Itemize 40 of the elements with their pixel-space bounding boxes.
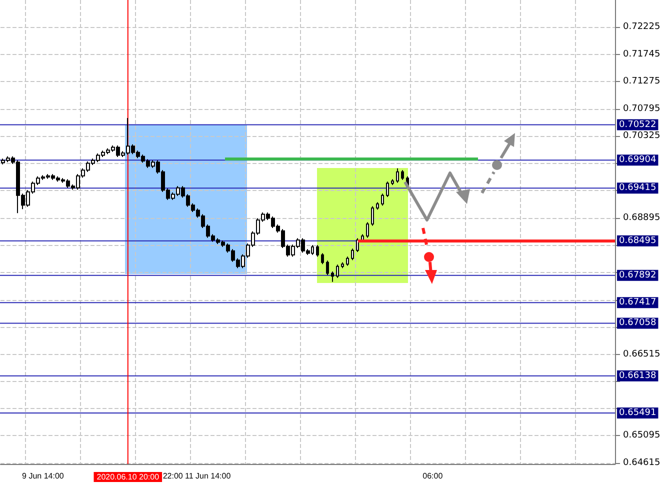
candlestick xyxy=(371,206,374,226)
candlestick xyxy=(321,252,324,265)
candlestick xyxy=(381,193,384,206)
ref-line-label: 0.66138 xyxy=(619,370,656,381)
ref-line-label: 0.70522 xyxy=(619,120,656,130)
y-tick-label: 0.72225 xyxy=(623,22,660,32)
ref-line-label: 0.67417 xyxy=(619,298,656,308)
ref-line-label: 0.67892 xyxy=(619,270,656,280)
y-tick-label: 0.70795 xyxy=(623,104,660,114)
candlestick xyxy=(331,271,334,282)
candlestick xyxy=(376,202,379,210)
candlestick xyxy=(401,170,404,180)
candlestick xyxy=(396,168,399,184)
candlestick xyxy=(351,248,354,261)
candlestick xyxy=(391,178,394,186)
candlestick xyxy=(326,260,329,276)
x-tick-label: 2020.06.10 20:00 xyxy=(96,472,160,482)
candlestick xyxy=(336,264,339,278)
y-tick-label: 0.65095 xyxy=(623,430,660,441)
x-tick-label: 22:00 xyxy=(162,472,184,480)
ref-line-label: 0.69415 xyxy=(619,183,656,194)
y-tick-label: 0.68895 xyxy=(623,212,660,223)
ref-line-label: 0.65491 xyxy=(619,408,656,418)
ref-line-label: 0.69904 xyxy=(619,155,656,166)
candlestick xyxy=(386,181,389,198)
candlestick xyxy=(316,244,319,258)
candlestick xyxy=(346,256,349,266)
y-tick-label: 0.70325 xyxy=(623,131,660,142)
candlestick xyxy=(341,262,344,269)
y-tick-label: 0.71745 xyxy=(623,50,660,60)
y-tick-label: 0.71275 xyxy=(623,76,660,87)
candlestick xyxy=(366,222,369,238)
x-tick-label: 06:00 xyxy=(422,472,444,480)
x-tick-label: 11 Jun 14:00 xyxy=(184,472,232,480)
ref-line-label: 0.68495 xyxy=(619,236,656,246)
y-tick-label: 0.66515 xyxy=(623,349,660,360)
ref-line-label: 0.67058 xyxy=(619,318,656,328)
x-tick-label: 9 Jun 14:00 xyxy=(22,472,64,480)
y-tick-label: 0.64615 xyxy=(623,458,660,468)
candlestick xyxy=(356,238,359,253)
